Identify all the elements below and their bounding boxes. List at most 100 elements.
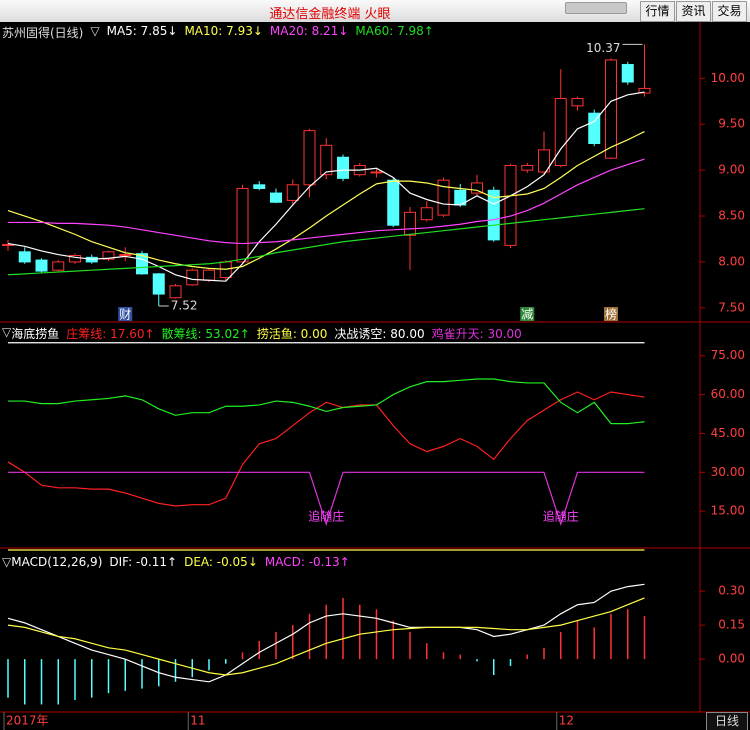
candle-body [404, 211, 416, 236]
candle-body [286, 184, 299, 201]
x-tick-label: 12 [559, 714, 574, 728]
candle-body [18, 251, 31, 263]
legend-item: MA60: 7.98↑ [355, 24, 434, 38]
series-line [7, 391, 645, 507]
y-tick-label: 9.50 [718, 117, 745, 131]
annotation: 追随庄 [308, 509, 344, 524]
series-line [7, 208, 645, 276]
marker-bg [118, 307, 133, 321]
legend-item: 鸡雀升天: 30.00 [431, 327, 522, 341]
series-line [7, 131, 645, 270]
candle-body [203, 269, 215, 281]
candle-body [69, 254, 81, 263]
candle-body [303, 130, 316, 186]
marker: 榜 [605, 307, 617, 322]
candle-body [253, 184, 266, 189]
low-label: 7.52 [171, 298, 198, 312]
candle-body [119, 254, 132, 257]
y-tick-label: 8.50 [718, 209, 745, 223]
candle-body [554, 98, 567, 167]
y-tick-label: 7.50 [718, 300, 745, 314]
y-tick-label: 0.00 [718, 652, 745, 666]
window-control[interactable] [565, 2, 627, 14]
title-bar: 通达信金融终端 火眼 行情 资讯 交易 [0, 0, 750, 22]
legend-item: MA10: 7.93↓ [184, 24, 263, 38]
candle-body [186, 269, 199, 286]
panel-title: MACD(12,26,9) [11, 555, 103, 569]
series-line [7, 583, 645, 683]
legend-item: 庄筹线: 17.60↑ [66, 327, 155, 341]
high-label: 10.37 [586, 41, 620, 55]
legend-item: DEA: -0.05↓ [184, 555, 258, 569]
toggle: ▽ [2, 325, 12, 339]
x-tick-label: 2017年 [6, 714, 49, 728]
toggle: ▽ [2, 555, 12, 569]
period-tab[interactable]: 日线 [706, 712, 748, 730]
candle-body [370, 171, 383, 174]
series-line [8, 471, 645, 527]
series-line [8, 158, 645, 245]
candle-body [571, 98, 584, 107]
y-tick-label: 0.15 [718, 618, 745, 632]
candle-body [387, 179, 400, 226]
y-tick-label: 0.30 [718, 584, 745, 598]
candle-body [588, 112, 601, 144]
marker-bg [604, 307, 618, 321]
y-tick-label: 10.00 [711, 71, 745, 85]
legend-item: 捞活鱼: 0.00 [256, 327, 328, 341]
button[interactable]: 交易 [712, 1, 747, 22]
candle-body [102, 251, 115, 260]
panel-title: 海底捞鱼 [11, 327, 60, 341]
candle-body [337, 156, 349, 179]
candle-body [236, 187, 249, 263]
candle-body [538, 149, 550, 173]
candle-body [621, 64, 634, 83]
y-tick-label: 8.00 [718, 254, 745, 268]
legend-item: DIF: -0.11↑ [109, 555, 178, 569]
panel-header: ▽ MACD(12,26,9) DIF: -0.11↑ DEA: -0.05↓ MACD… [2, 555, 350, 569]
candle-body [420, 207, 433, 221]
y-tick-label: 45.00 [711, 426, 745, 440]
candle-body [136, 253, 148, 275]
legend-item: MA20: 8.21↓ [269, 24, 349, 38]
candle-body [270, 192, 282, 203]
marker: 财 [119, 308, 131, 322]
y-tick-label: 9.00 [718, 163, 745, 177]
series-line [7, 597, 645, 676]
candle-body [35, 259, 48, 272]
button[interactable]: 资讯 [676, 1, 711, 22]
candle-body [169, 285, 182, 299]
annotation: 追随庄 [543, 509, 579, 524]
x-tick-label: 11 [190, 714, 205, 728]
legend-item: MACD: -0.13↑ [264, 555, 350, 569]
legend-item: 决战诱空: 80.00 [334, 327, 425, 341]
candle-body [638, 87, 651, 94]
candle-body [521, 165, 534, 171]
y-tick-label: 15.00 [711, 504, 745, 518]
candle-body [52, 261, 65, 271]
legend-item: MA5: 7.85↓ [106, 24, 178, 38]
candle-body [320, 144, 333, 176]
panel-header: ▽ 海底捞鱼 庄筹线: 17.60↑ 散筹线: 53.02↑ 捞活鱼: 0.00 决战诱空… [2, 325, 522, 342]
panel-header: 苏州固得(日线) ▽ MA5: 7.85↓ MA10: 7.93↓ MA20: 8.21… [2, 24, 434, 41]
candle-body [504, 165, 517, 246]
candle-body [471, 182, 483, 194]
y-tick-label: 30.00 [711, 465, 745, 479]
panel-title: 苏州固得(日线) [2, 26, 84, 40]
toggle: ▽ [90, 24, 100, 38]
legend-item: 散筹线: 53.02↑ [161, 327, 250, 341]
series-line [8, 378, 645, 425]
marker: 减 [521, 308, 533, 322]
candle-body [487, 189, 500, 241]
button[interactable]: 行情 [640, 1, 675, 22]
series-line [7, 91, 645, 282]
y-tick-label: 75.00 [711, 348, 745, 362]
candle-body [437, 179, 450, 216]
candle-body [152, 273, 165, 295]
y-tick-label: 60.00 [711, 387, 745, 401]
marker-bg [520, 307, 535, 321]
candle-body [605, 59, 617, 159]
window-title: 通达信金融终端 火眼 [269, 7, 391, 22]
